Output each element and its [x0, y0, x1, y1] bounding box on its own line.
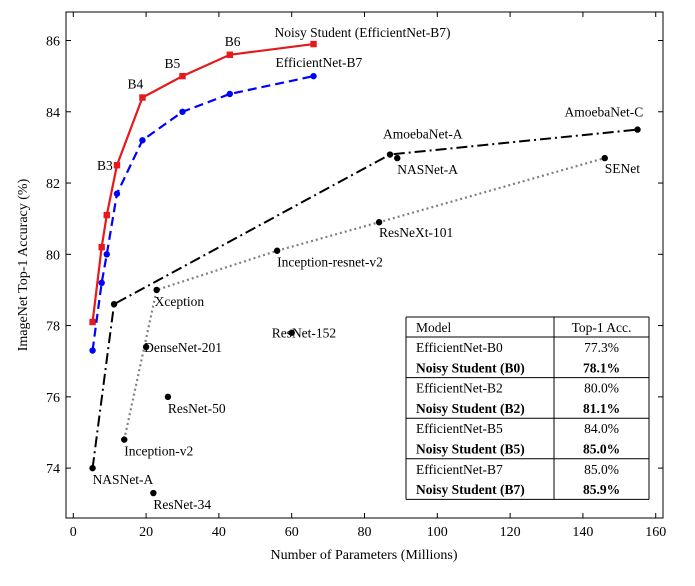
series-annotation: EfficientNet-B7: [276, 55, 363, 70]
table-cell-acc: 85.0%: [584, 462, 619, 477]
series-marker-0: [139, 94, 146, 101]
results-table: Model Top-1 Acc. EfficientNet-B0 77.3% Noisy…: [405, 316, 650, 500]
series-marker-0: [103, 211, 110, 219]
model-point: [150, 489, 157, 497]
x-tick-label: 80: [358, 525, 372, 540]
model-point: [110, 300, 118, 308]
table-cell-acc: 85.0%: [583, 442, 620, 457]
table-cell-acc: 80.0%: [584, 381, 619, 396]
model-label: DenseNet-201: [144, 340, 222, 355]
table-cell-model: Noisy Student (B0): [416, 360, 525, 375]
series-marker-1: [98, 279, 105, 287]
series-layer: [89, 40, 638, 469]
model-point: [601, 154, 608, 162]
model-point: [89, 464, 96, 472]
model-point: [288, 329, 295, 336]
series-annotation: B5: [164, 56, 180, 71]
series-marker-0: [226, 51, 234, 58]
model-label: Inception-v2: [124, 444, 193, 459]
table-cell-acc: 77.3%: [584, 340, 619, 355]
series-marker-0: [179, 72, 186, 80]
x-tick-label: 160: [645, 525, 666, 540]
y-axis: 74 76 78 80 82 84 86: [46, 35, 663, 477]
x-tick-label: 20: [139, 525, 153, 540]
x-axis-title: Number of Parameters (Millions): [270, 548, 457, 563]
y-tick-label: 76: [46, 391, 60, 406]
table-cell-model: EfficientNet-B7: [416, 462, 503, 477]
model-label: ResNet-50: [168, 401, 226, 416]
model-label: ResNet-34: [153, 497, 211, 512]
series-marker-0: [113, 162, 121, 169]
model-label: NASNet-A: [397, 162, 458, 177]
x-tick-label: 120: [500, 525, 521, 540]
series-marker-1: [113, 190, 121, 197]
model-label: SENet: [605, 161, 640, 176]
annotations-layer: Noisy Student (EfficientNet-B7) Efficient…: [97, 25, 451, 173]
series-marker-1: [226, 90, 234, 98]
model-label: Inception-resnet-v2: [277, 255, 383, 270]
model-point: [164, 393, 172, 401]
y-tick-label: 74: [46, 462, 60, 477]
model-point: [375, 219, 383, 226]
model-point: [634, 126, 641, 133]
series-annotation: Noisy Student (EfficientNet-B7): [275, 25, 451, 40]
model-point: [386, 151, 394, 158]
points-layer: NASNet-A ResNet-34 Inception-v2 ResNet-50 De…: [89, 105, 643, 512]
model-point: [153, 286, 160, 294]
y-tick-label: 84: [46, 106, 60, 121]
x-tick-label: 60: [285, 525, 299, 540]
table-cell-model: EfficientNet-B0: [416, 340, 503, 355]
y-tick-label: 78: [46, 320, 60, 335]
series-marker-0: [310, 40, 317, 48]
y-tick-label: 82: [46, 177, 60, 192]
model-label: ResNeXt-101: [379, 225, 453, 240]
series-line-1: [91, 75, 314, 351]
model-label: NASNet-A: [93, 472, 154, 487]
table-header-acc: Top-1 Acc.: [572, 320, 632, 335]
series-annotation: B3: [97, 158, 113, 173]
model-point: [273, 247, 281, 254]
x-tick-label: 140: [572, 525, 593, 540]
model-label: Xception: [155, 294, 205, 309]
table-bg: [406, 317, 649, 500]
model-point: [394, 154, 401, 162]
series-marker-1: [179, 108, 186, 115]
model-label: AmoebaNet-C: [565, 105, 644, 120]
table-cell-acc: 78.1%: [583, 360, 620, 375]
y-axis-title: ImageNet Top-1 Accuracy (%): [16, 178, 31, 351]
series-marker-1: [310, 72, 317, 80]
model-point: [142, 343, 150, 351]
series-line-0: [91, 42, 314, 323]
series-marker-1: [139, 137, 146, 144]
y-tick-label: 86: [46, 35, 60, 50]
x-axis: 0 20 40 60 80 100 120 140 160: [70, 12, 666, 540]
table-cell-model: EfficientNet-B2: [416, 381, 503, 396]
series-marker-1: [103, 251, 110, 258]
series-marker-1: [89, 347, 96, 354]
series-annotation: B4: [127, 77, 143, 92]
x-tick-label: 100: [427, 525, 448, 540]
table-cell-model: Noisy Student (B5): [416, 442, 525, 457]
series-marker-0: [89, 318, 96, 326]
table-cell-acc: 85.9%: [583, 482, 620, 497]
x-tick-label: 0: [70, 525, 77, 540]
x-tick-label: 40: [212, 525, 226, 540]
table-cell-acc: 84.0%: [584, 421, 619, 436]
y-tick-label: 80: [46, 248, 60, 263]
series-line-2: [91, 128, 638, 469]
table-cell-acc: 81.1%: [583, 401, 620, 416]
model-label: AmoebaNet-A: [383, 127, 463, 142]
table-cell-model: Noisy Student (B7): [416, 482, 525, 497]
model-point: [121, 436, 128, 443]
model-label: ResNet-152: [272, 326, 337, 341]
series-annotation: B6: [225, 34, 241, 49]
series-marker-0: [98, 243, 105, 251]
table-header-model: Model: [416, 320, 451, 335]
table-cell-model: Noisy Student (B2): [416, 401, 525, 416]
table-cell-model: EfficientNet-B5: [416, 421, 503, 436]
